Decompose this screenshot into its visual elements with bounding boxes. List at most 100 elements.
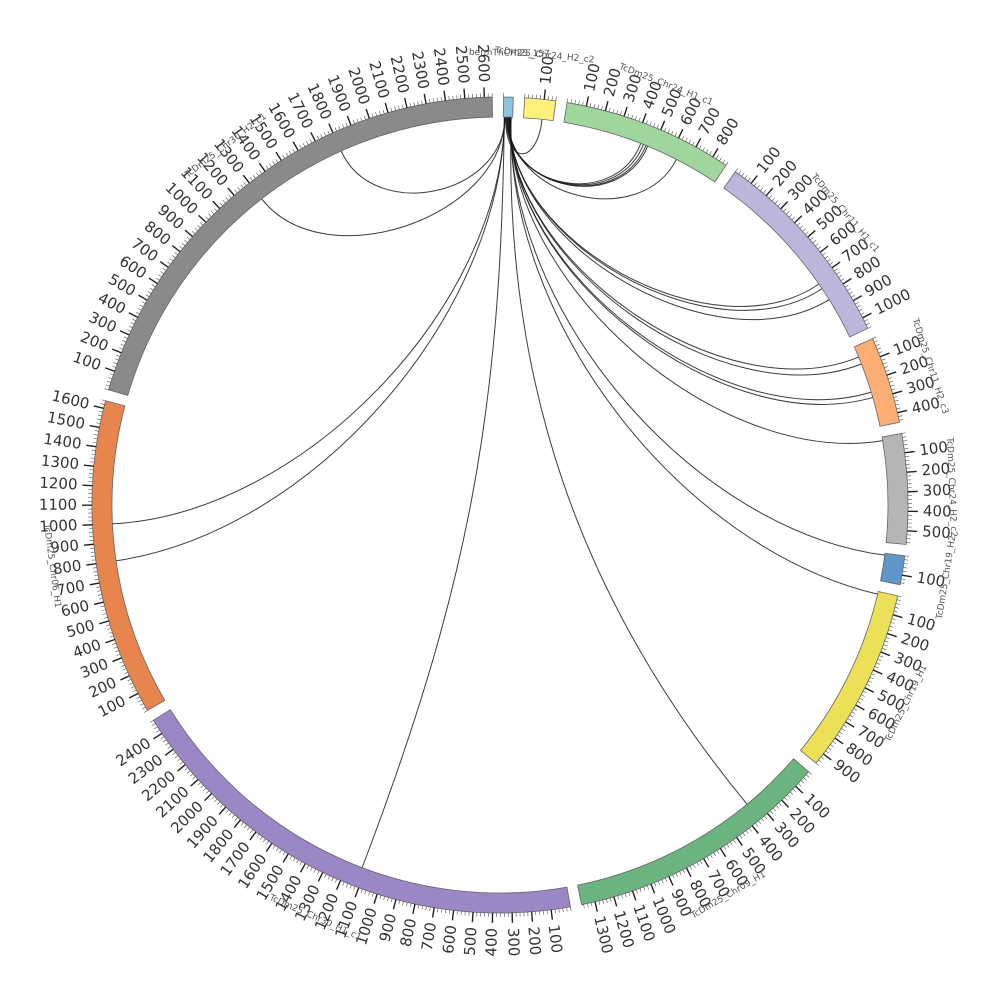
tick <box>282 154 285 159</box>
tick <box>292 141 299 151</box>
tick <box>317 872 324 882</box>
tick <box>594 901 599 912</box>
tick-label: 100 <box>545 923 566 954</box>
tick <box>786 211 790 215</box>
tick <box>119 347 124 350</box>
tick-label: 700 <box>418 921 440 952</box>
tick <box>471 912 474 923</box>
tick <box>108 631 113 634</box>
tick <box>706 856 710 861</box>
tick <box>158 274 162 278</box>
tick <box>169 258 174 262</box>
segment-ticks-10: 1002003004005006007008009001000110012001… <box>39 387 148 721</box>
tick <box>766 812 775 822</box>
tick <box>177 764 186 772</box>
tick <box>116 354 121 357</box>
tick <box>849 291 853 295</box>
tick <box>879 352 890 358</box>
tick <box>107 628 112 630</box>
link-21 <box>340 117 506 194</box>
tick <box>885 369 890 372</box>
tick <box>696 862 700 867</box>
tick <box>844 284 849 288</box>
tick <box>827 258 831 262</box>
tick <box>441 908 443 913</box>
tick <box>97 590 102 592</box>
tick <box>92 441 97 444</box>
tick <box>160 736 165 740</box>
tick <box>778 802 782 806</box>
tick <box>309 139 313 144</box>
tick <box>225 197 229 201</box>
segment-8 <box>577 758 810 906</box>
tick <box>566 98 569 103</box>
tick <box>699 145 702 150</box>
tick <box>764 815 768 820</box>
tick-label: 400 <box>482 928 501 957</box>
tick <box>106 380 111 383</box>
tick <box>93 405 104 410</box>
segment-1 <box>523 97 557 122</box>
tick <box>98 597 103 600</box>
tick <box>341 124 345 129</box>
tick <box>775 805 779 809</box>
tick <box>225 809 229 813</box>
tick <box>120 343 125 346</box>
tick <box>771 197 775 202</box>
tick <box>114 650 119 653</box>
tick <box>847 718 852 721</box>
tick <box>147 291 152 294</box>
tick <box>899 419 904 421</box>
tick <box>317 870 320 875</box>
tick <box>656 124 659 129</box>
tick <box>762 190 767 194</box>
tick <box>896 407 901 410</box>
tick <box>788 214 793 218</box>
link-4 <box>507 117 677 200</box>
tick <box>741 172 745 177</box>
tick <box>302 142 306 147</box>
tick <box>164 748 174 756</box>
tick <box>96 586 101 588</box>
tick <box>364 890 367 895</box>
tick <box>725 161 729 166</box>
tick <box>242 174 250 184</box>
tick <box>715 155 719 160</box>
tick <box>798 783 802 787</box>
tick <box>681 136 685 140</box>
tick <box>723 846 727 850</box>
link-12 <box>509 117 873 405</box>
tick <box>831 261 841 269</box>
tick <box>653 123 656 128</box>
tick <box>327 875 331 880</box>
tick <box>846 288 851 291</box>
segment-name: bermTnCH25_157 <box>469 48 550 60</box>
tick <box>808 771 812 775</box>
tick-label: 300 <box>922 481 951 500</box>
tick <box>742 832 746 837</box>
tick <box>390 107 393 112</box>
tick-label: 1300 <box>40 452 80 474</box>
tick <box>275 159 279 163</box>
tick <box>228 812 232 816</box>
tick <box>334 127 337 132</box>
tick <box>205 790 210 794</box>
tick <box>864 319 869 322</box>
tick <box>275 151 282 161</box>
tick <box>829 262 834 265</box>
segment-7 <box>799 590 899 764</box>
tick <box>789 791 794 795</box>
tick <box>375 112 378 117</box>
tick <box>830 744 834 748</box>
tick <box>313 868 316 873</box>
tick <box>896 599 901 601</box>
tick <box>593 104 596 109</box>
segment-11 <box>108 96 493 396</box>
tick <box>106 624 111 627</box>
tick <box>898 415 903 417</box>
tick <box>156 729 160 733</box>
tick <box>901 574 912 578</box>
tick <box>745 830 749 834</box>
